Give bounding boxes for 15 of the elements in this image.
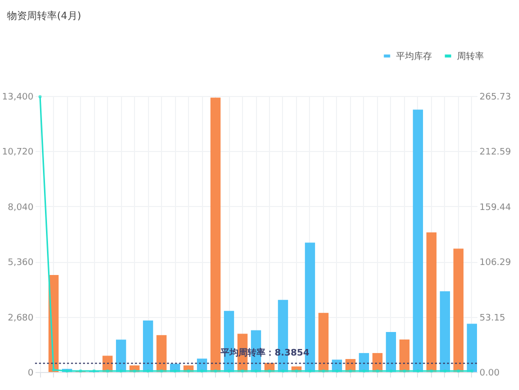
y2-tick-label: 212.59 [480, 148, 512, 158]
chart-title: 物资周转率(4月) [7, 10, 82, 22]
y-tick-label: 5,360 [8, 258, 34, 268]
y2-tick-label: 53.15 [480, 313, 506, 324]
y-tick-label: 2,680 [8, 313, 34, 324]
y2-tick-label: 0.00 [480, 368, 500, 378]
y2-tick-label: 159.44 [480, 202, 512, 213]
y-tick-label: 10,720 [2, 148, 34, 158]
y2-tick-label: 106.29 [480, 258, 512, 268]
y-tick-label: 8,040 [8, 202, 34, 213]
legend-label: 平均库存 [396, 51, 432, 62]
y2-tick-label: 265.73 [480, 92, 511, 102]
legend-label: 周转率 [457, 51, 484, 62]
y-tick-label: 13,400 [2, 92, 34, 102]
y-tick-label: 0 [28, 368, 34, 378]
